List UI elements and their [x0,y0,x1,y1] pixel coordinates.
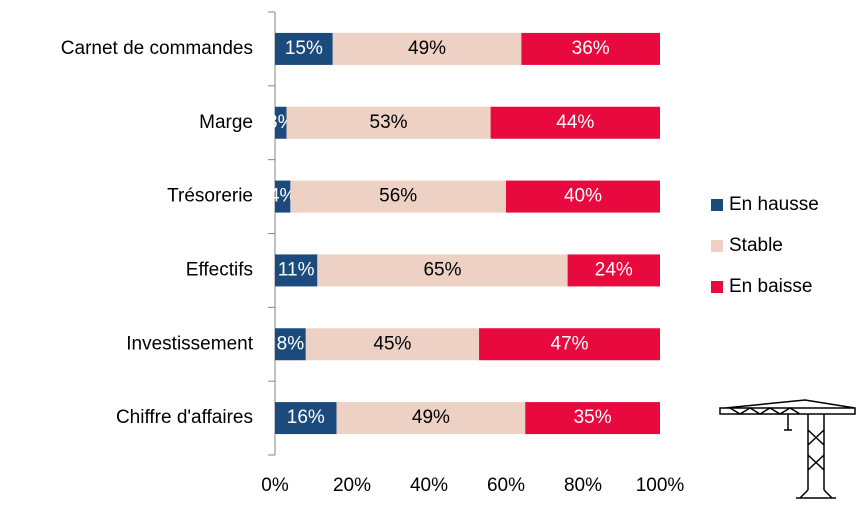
data-label: 49% [412,407,450,428]
data-label: 47% [551,333,589,354]
legend-label: En hausse [729,194,819,215]
data-label: 56% [379,186,417,207]
y-tick-label: Chiffre d'affaires [116,407,253,428]
data-label: 15% [285,38,323,59]
bar-segment [490,106,660,139]
data-label: 40% [564,186,602,207]
y-tick-label: Marge [199,112,253,133]
x-tick-label: 40% [410,475,448,496]
bar-segment [336,402,526,435]
bar-segment [286,106,491,139]
y-tick-label: Investissement [126,333,253,354]
crane-icon [719,399,856,499]
bar-segment [275,328,306,361]
data-label: 53% [370,112,408,133]
bar-segment [290,180,506,213]
data-label: 36% [572,38,610,59]
data-label: 44% [556,112,594,133]
data-label: 49% [408,38,446,59]
bar-segment [332,32,522,65]
legend-swatch [711,240,723,252]
x-tick-label: 20% [333,475,371,496]
data-label: 4% [269,186,297,207]
data-label: 65% [423,259,461,280]
bar-segment [567,254,660,287]
y-tick-label: Carnet de commandes [61,38,253,59]
data-label: 45% [373,333,411,354]
bar-segment [521,32,660,65]
legend-swatch [711,199,723,211]
bar-segment [275,106,287,139]
y-tick-label: Trésorerie [167,186,253,207]
bar-segment [275,402,337,435]
y-tick-label: Effectifs [186,259,253,280]
x-tick-label: 0% [261,475,289,496]
bar-segment [479,328,660,361]
bar-segment [525,402,660,435]
data-label: 24% [595,259,633,280]
bar-segment [275,180,291,213]
data-label: 8% [277,333,305,354]
data-label: 16% [287,407,325,428]
data-label: 35% [574,407,612,428]
legend-label: En baisse [729,276,812,297]
legend-label: Stable [729,235,783,256]
legend-swatch [711,281,723,293]
bar-segment [305,328,480,361]
x-tick-label: 60% [487,475,525,496]
x-tick-label: 100% [636,475,685,496]
bar-segment [275,32,333,65]
data-label: 11% [278,259,315,280]
bar-segment [275,254,318,287]
bar-segment [506,180,660,213]
x-tick-label: 80% [564,475,602,496]
bar-segment [317,254,568,287]
